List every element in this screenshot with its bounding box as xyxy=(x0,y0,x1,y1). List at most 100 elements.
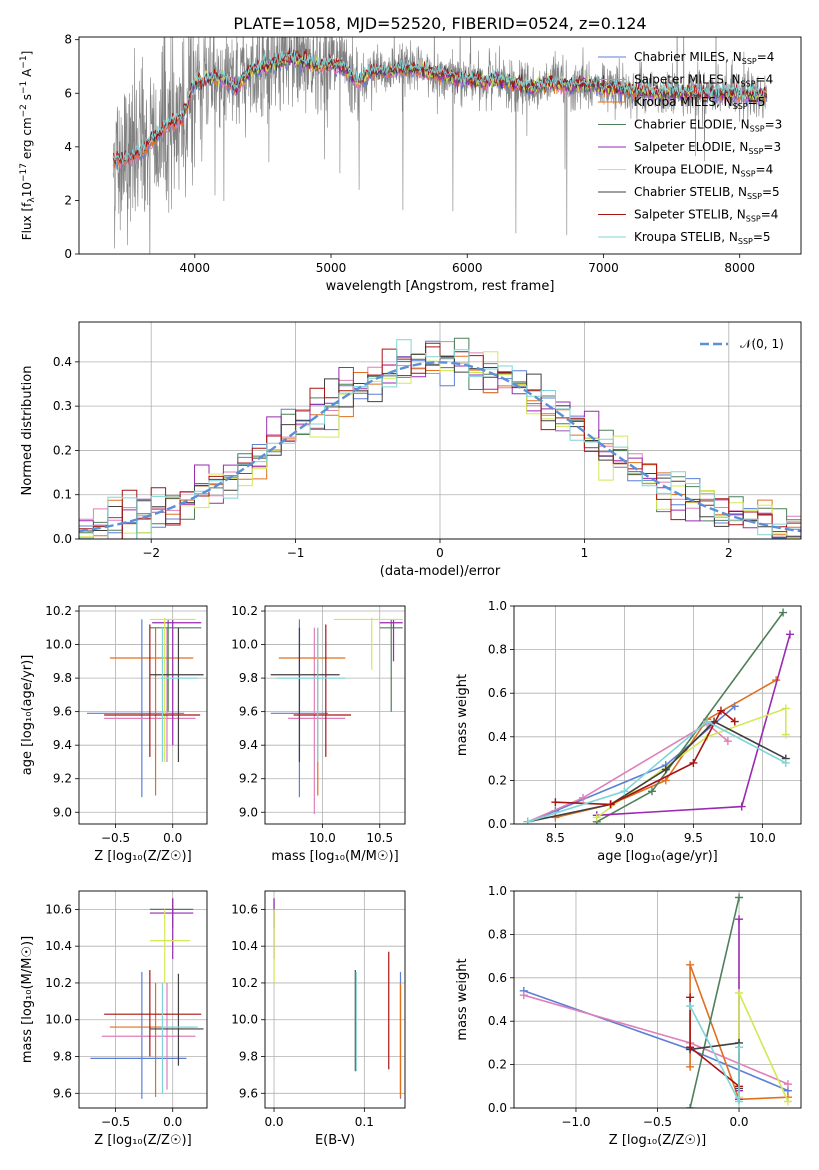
y-tick-label: 0.4 xyxy=(488,730,507,744)
y-axis-label-part: −1 xyxy=(19,55,29,68)
series-point xyxy=(686,1104,695,1108)
y-tick-label: 0.0 xyxy=(488,817,507,831)
series-line-chabrier-stelib xyxy=(689,1041,740,1089)
series-point xyxy=(551,813,560,822)
series-point xyxy=(606,800,615,809)
legend-sub: SSP xyxy=(750,125,765,134)
series-point xyxy=(723,737,732,746)
y-axis-label-part: Flux [f xyxy=(20,202,34,240)
plot-frame xyxy=(78,890,208,1109)
plot-area xyxy=(273,898,402,1099)
y-tick-label: 10.2 xyxy=(231,604,258,618)
series-point xyxy=(686,1062,695,1071)
x-tick-label: −0.5 xyxy=(101,1115,130,1129)
series-line-kroupa-elodie xyxy=(596,707,787,819)
x-tick-label: 0.1 xyxy=(355,1115,374,1129)
x-tick-label: −1.0 xyxy=(561,1115,590,1129)
legend-sub: SSP xyxy=(741,170,756,179)
mass-vs-ebv-panel: 0.0 0.1 9.6 9.8 10.0 10.2 10.4 10.6 E(B-V) xyxy=(231,890,406,1148)
y-tick-label: 0.6 xyxy=(488,971,507,985)
x-tick-label: 10.5 xyxy=(366,831,393,845)
series-point xyxy=(647,787,656,796)
y-tick-label: 4 xyxy=(64,140,72,154)
plot-area xyxy=(87,617,204,798)
y-tick-label: 9.8 xyxy=(53,671,72,685)
series-line-salpeter-miles xyxy=(523,994,789,1085)
legend-name: Kroupa ELODIE, N xyxy=(634,163,741,177)
y-axis-label-part: λ xyxy=(27,197,37,203)
series-point xyxy=(735,1043,744,1052)
y-tick-label: 10.6 xyxy=(45,902,72,916)
series-point xyxy=(783,1097,792,1106)
legend-sub: SSP xyxy=(741,80,756,89)
y-tick-label: 0.8 xyxy=(488,927,507,941)
y-tick-label: 0.8 xyxy=(488,643,507,657)
y-tick-label: 0.0 xyxy=(53,532,72,546)
plot-area xyxy=(523,608,794,824)
y-tick-label: 10.2 xyxy=(45,976,72,990)
x-axis-label: Z [log₁₀(Z/Z☉)] xyxy=(94,849,191,864)
y-tick-label: 10.2 xyxy=(45,604,72,618)
y-tick-label: 1.0 xyxy=(488,884,507,898)
legend-entry: Salpeter ELODIE, NSSP=3 xyxy=(634,140,781,156)
legend-entry: Kroupa ELODIE, NSSP=4 xyxy=(634,163,773,179)
legend-suffix: =5 xyxy=(762,185,780,199)
series-point xyxy=(686,1043,695,1052)
y-tick-label: 9.8 xyxy=(53,1050,72,1064)
x-axis-label: Z [log₁₀(Z/Z☉)] xyxy=(609,1133,706,1148)
y-tick-label: 9.8 xyxy=(239,671,258,685)
series-line-kroupa-elodie xyxy=(738,992,789,1102)
y-tick-label: 0.4 xyxy=(53,355,72,369)
legend-name: Kroupa STELIB, N xyxy=(634,230,738,244)
residuals-panel: −2 −1 0 1 2 0.0 0.1 0.2 0.3 0.4 (data-model)/error… xyxy=(20,321,802,579)
x-axis-label: (data-model)/error xyxy=(380,564,501,579)
x-tick-label: 2 xyxy=(725,546,733,560)
series-line-chabrier-elodie xyxy=(689,897,740,1108)
plot-area xyxy=(270,617,403,814)
age-vs-metallicity-panel: −0.5 0.0 9.0 9.2 9.4 9.6 9.8 10.0 10.2 Z [log₁₀(Z… xyxy=(20,604,208,864)
x-tick-label: 8000 xyxy=(724,261,755,275)
series-point xyxy=(578,793,587,802)
weight-vs-metallicity-panel: −1.0 −0.5 0.0 0.0 0.2 0.4 0.6 0.8 1.0 Z [log₁₀(Z/… xyxy=(455,884,802,1148)
plot-frame xyxy=(264,890,406,1109)
y-axis-label-part: A xyxy=(20,68,34,81)
plot-frame xyxy=(78,36,802,255)
x-tick-label: 9.5 xyxy=(684,831,703,845)
x-axis-label: Z [log₁₀(Z/Z☉)] xyxy=(94,1133,191,1148)
y-axis-label: age [log₁₀(age/yr)] xyxy=(20,655,35,776)
x-tick-label: 0.0 xyxy=(163,831,182,845)
legend-entry: Salpeter STELIB, NSSP=4 xyxy=(634,208,778,224)
series-point xyxy=(781,730,790,739)
series-point xyxy=(592,813,601,822)
legend-suffix: =5 xyxy=(753,230,771,244)
plot-frame xyxy=(264,605,406,825)
y-tick-label: 10.0 xyxy=(45,638,72,652)
series-point xyxy=(735,915,744,924)
legend-entry: Chabrier MILES, NSSP=4 xyxy=(634,50,774,66)
x-tick-label: 9.0 xyxy=(615,831,634,845)
y-tick-label: 10.0 xyxy=(231,638,258,652)
legend-suffix: =5 xyxy=(748,95,766,109)
x-tick-label: −0.5 xyxy=(101,831,130,845)
spectrum-panel: 4000 5000 6000 7000 8000 0 2 4 6 8 wavelength [Ang… xyxy=(19,33,802,294)
legend-name: Chabrier ELODIE, N xyxy=(634,118,750,132)
legend-entry: 𝒩(0, 1) xyxy=(740,337,784,351)
y-axis-label: mass weight xyxy=(455,674,470,756)
x-tick-label: −0.5 xyxy=(643,1115,672,1129)
y-axis-label: mass weight xyxy=(455,958,470,1040)
series-point xyxy=(737,802,746,811)
y-tick-label: 0 xyxy=(64,247,72,261)
x-axis-label: E(B-V) xyxy=(315,1133,355,1148)
plot-frame xyxy=(78,321,802,540)
series-point xyxy=(686,1002,695,1011)
y-axis-label-part: ] xyxy=(20,51,34,56)
y-axis-label-part: −17 xyxy=(19,163,29,182)
x-tick-label: 8.5 xyxy=(546,831,565,845)
x-axis-label: age [log₁₀(age/yr)] xyxy=(597,849,718,864)
legend-entry: Chabrier STELIB, NSSP=5 xyxy=(634,185,780,201)
y-tick-label: 0.0 xyxy=(488,1101,507,1115)
legend-suffix: =3 xyxy=(765,118,783,132)
y-tick-label: 2 xyxy=(64,193,72,207)
series-point xyxy=(730,717,739,726)
